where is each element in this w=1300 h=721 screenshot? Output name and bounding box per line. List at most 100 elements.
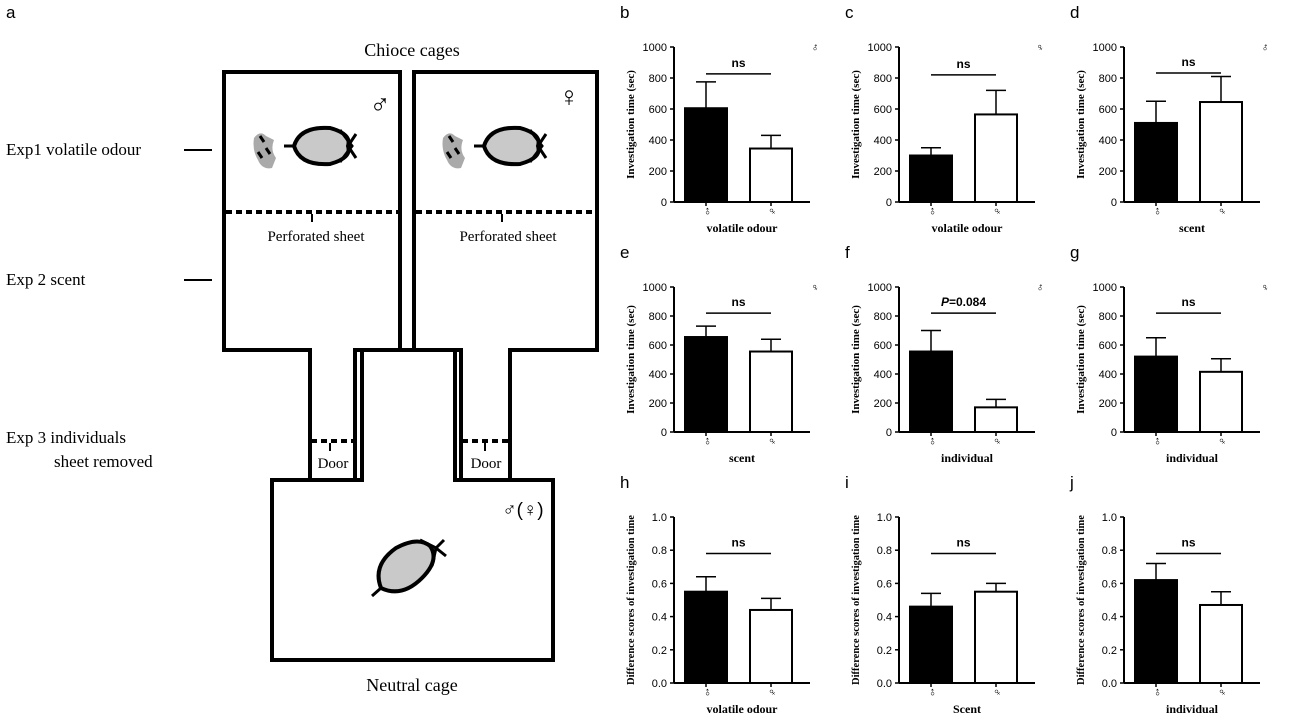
exp2-label: Exp 2 scent — [6, 270, 86, 289]
bar-chart-g: g 0 200 400 600 800 1000 Investigation time (se… — [1070, 243, 1272, 465]
x-axis-label: Scent — [953, 702, 981, 716]
x-tick-label: ♀ — [764, 433, 780, 449]
y-tick-label: 0 — [661, 197, 667, 209]
y-axis-label: Difference scores of investigation time — [626, 515, 637, 685]
y-tick-label: 0.8 — [652, 545, 667, 557]
panel-letter: i — [845, 473, 849, 492]
bar — [1199, 370, 1243, 433]
y-tick-label: 200 — [649, 166, 667, 178]
y-tick-label: 0.0 — [1102, 678, 1117, 690]
significance-label: ns — [956, 536, 970, 550]
significance-label: ns — [956, 57, 970, 71]
significance-label: ns — [731, 295, 745, 309]
y-tick-label: 0.8 — [1102, 545, 1117, 557]
y-tick-label: 200 — [1099, 398, 1117, 410]
y-tick-label: 0 — [661, 427, 667, 439]
sex-symbol: ♀ — [809, 281, 822, 296]
y-tick-label: 800 — [874, 311, 892, 323]
significance-label: P=0.084 — [941, 295, 986, 309]
exp1-label: Exp1 volatile odour — [6, 140, 141, 159]
y-tick-label: 1000 — [643, 282, 667, 294]
x-tick-label: ♂ — [699, 203, 715, 219]
significance-label: ns — [731, 536, 745, 550]
y-tick-label: 0.4 — [652, 612, 667, 624]
y-tick-label: 0 — [886, 427, 892, 439]
bar — [684, 590, 728, 684]
significance-label: ns — [1181, 536, 1195, 550]
choice-cages-title: Chioce cages — [364, 40, 459, 60]
y-tick-label: 0.6 — [1102, 578, 1117, 590]
significance-label: ns — [731, 56, 745, 70]
bar — [749, 350, 793, 433]
y-tick-label: 1000 — [1093, 42, 1117, 54]
bar — [1199, 101, 1243, 203]
bar — [1134, 579, 1178, 684]
x-axis-label: scent — [1179, 221, 1205, 235]
panel-letter: e — [620, 243, 629, 262]
y-tick-label: 600 — [1099, 104, 1117, 116]
y-tick-label: 600 — [874, 104, 892, 116]
y-tick-label: 800 — [1099, 311, 1117, 323]
y-tick-label: 0.2 — [1102, 645, 1117, 657]
x-tick-label: ♀ — [764, 684, 780, 700]
y-tick-label: 1.0 — [652, 512, 667, 524]
sex-symbol: ♂ — [1034, 281, 1047, 296]
y-axis-label: Investigation time (sec) — [625, 70, 637, 179]
gerbil-icon-neutral — [371, 538, 447, 598]
bar-chart-h: h 0.0 0.2 0.4 0.6 0.8 1.0 Difference scores of … — [620, 473, 810, 716]
y-tick-label: 600 — [1099, 340, 1117, 352]
x-axis-label: volatile odour — [932, 221, 1004, 235]
y-axis-label: Investigation time (sec) — [625, 305, 637, 414]
panel-letter: f — [845, 243, 850, 262]
y-tick-label: 400 — [1099, 369, 1117, 381]
y-axis-label: Investigation time (sec) — [850, 70, 862, 179]
gerbil-icon-right — [474, 125, 548, 167]
y-tick-label: 800 — [649, 73, 667, 85]
y-tick-label: 0.2 — [877, 645, 892, 657]
y-tick-label: 0 — [1111, 197, 1117, 209]
y-tick-label: 400 — [649, 135, 667, 147]
y-tick-label: 0.6 — [877, 578, 892, 590]
bar — [1134, 355, 1178, 433]
x-tick-label: ♀ — [1214, 433, 1230, 449]
y-tick-label: 0.6 — [652, 578, 667, 590]
x-axis-label: volatile odour — [707, 702, 779, 716]
y-tick-label: 200 — [874, 166, 892, 178]
y-tick-label: 1000 — [643, 42, 667, 54]
y-tick-label: 600 — [874, 340, 892, 352]
bar — [749, 608, 793, 685]
x-axis-label: individual — [941, 451, 994, 465]
y-tick-label: 0.2 — [652, 645, 667, 657]
y-axis-label: Difference scores of investigation time — [1076, 515, 1087, 685]
x-tick-label: ♂ — [924, 684, 940, 700]
y-tick-label: 400 — [874, 135, 892, 147]
bar-chart-c: c 0 200 400 600 800 1000 Investigation time (se… — [845, 3, 1047, 235]
neutral-symbol: ♂(♀) — [502, 500, 543, 521]
x-tick-label: ♀ — [989, 433, 1005, 449]
bar — [909, 350, 953, 433]
x-axis-label: individual — [1166, 702, 1219, 716]
y-tick-label: 1000 — [868, 42, 892, 54]
x-tick-label: ♂ — [1149, 433, 1165, 449]
bar-chart-d: d 0 200 400 600 800 1000 Investigation time (se… — [1070, 3, 1272, 235]
x-tick-label: ♂ — [924, 203, 940, 219]
y-tick-label: 400 — [874, 369, 892, 381]
y-axis-label: Difference scores of investigation time — [851, 515, 862, 685]
x-tick-label: ♀ — [1214, 684, 1230, 700]
perforated-sheet-label-left: Perforated sheet — [267, 229, 365, 245]
bar — [684, 336, 728, 433]
p-value: =0.084 — [949, 295, 986, 309]
x-tick-label: ♂ — [699, 433, 715, 449]
y-tick-label: 0.8 — [877, 545, 892, 557]
x-axis-label: scent — [729, 451, 755, 465]
x-tick-label: ♂ — [699, 684, 715, 700]
y-tick-label: 400 — [649, 369, 667, 381]
gerbil-icon-left — [284, 125, 358, 167]
panel-letter: h — [620, 473, 629, 492]
door-label-left: Door — [318, 456, 349, 472]
exp3-label-line1: Exp 3 individuals — [6, 428, 126, 447]
odour-source-icon — [253, 133, 276, 169]
bar — [749, 147, 793, 203]
significance-label: ns — [1181, 295, 1195, 309]
bar — [974, 406, 1018, 434]
